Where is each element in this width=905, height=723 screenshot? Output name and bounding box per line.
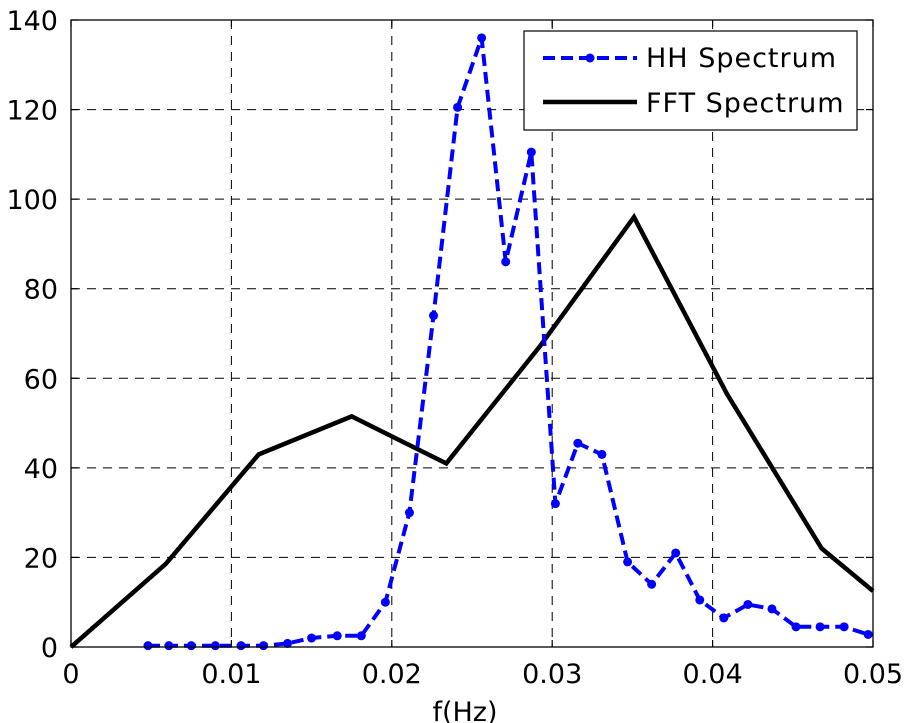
data-point-marker: [236, 641, 246, 651]
legend-item-hh: HH Spectrum: [543, 43, 837, 74]
data-point-marker: [501, 257, 511, 267]
y-tick-label: 80: [24, 275, 58, 306]
data-point-marker: [380, 597, 390, 607]
y-tick-label: 20: [24, 543, 58, 574]
data-point-marker: [839, 622, 849, 632]
data-point-marker: [356, 631, 366, 641]
x-tick-label: 0.05: [843, 659, 903, 690]
data-point-marker: [815, 622, 825, 632]
data-point-marker: [210, 641, 220, 651]
x-tick-label: 0.02: [362, 659, 422, 690]
data-point-marker: [767, 604, 777, 614]
y-tick-label: 120: [6, 96, 58, 127]
data-point-marker: [597, 449, 607, 459]
fft-spectrum-series: [69, 212, 875, 649]
axis-ticks: [70, 19, 874, 648]
legend-item-fft: FFT Spectrum: [543, 88, 845, 119]
plot-frame: [70, 19, 874, 648]
legend-label-fft: FFT Spectrum: [646, 88, 845, 119]
y-tick-label: 60: [24, 364, 58, 395]
y-tick-label: 100: [6, 185, 58, 216]
data-point-marker: [743, 599, 753, 609]
data-point-marker: [526, 147, 536, 157]
data-point-marker: [695, 595, 705, 605]
hh-spectrum-series: [143, 33, 873, 651]
data-point-marker: [307, 633, 317, 643]
data-point-marker: [573, 438, 583, 448]
x-axis-label: f(Hz): [432, 697, 497, 723]
y-tick-label: 140: [6, 6, 58, 37]
x-tick-label: 0.04: [683, 659, 743, 690]
data-point-marker: [453, 102, 463, 112]
legend-label-hh: HH Spectrum: [646, 43, 837, 74]
data-point-marker: [164, 641, 174, 651]
x-axis-tick-labels: 0 0.01 0.02 0.03 0.04 0.05: [62, 659, 903, 690]
data-point-marker: [143, 641, 153, 651]
data-point-marker: [332, 631, 342, 641]
data-point-marker: [404, 508, 414, 518]
data-point-marker: [550, 499, 560, 509]
y-tick-label: 0: [41, 633, 58, 664]
data-point-marker: [477, 33, 487, 43]
legend: HH Spectrum FFT Spectrum: [523, 30, 858, 131]
x-tick-label: 0.03: [522, 659, 582, 690]
data-point-marker: [429, 311, 439, 321]
y-axis-tick-labels: 0 20 40 60 80 100 120 140: [6, 6, 58, 664]
data-point-marker: [623, 557, 633, 567]
legend-hh-marker-icon: [585, 53, 595, 63]
data-point-marker: [258, 641, 268, 651]
x-tick-label: 0.01: [201, 659, 261, 690]
series-line: [69, 212, 875, 649]
data-point-marker: [283, 638, 293, 648]
data-point-marker: [186, 641, 196, 651]
data-point-marker: [863, 629, 873, 639]
legend-box: [523, 30, 858, 131]
data-point-marker: [719, 613, 729, 623]
data-point-marker: [647, 579, 657, 589]
data-point-marker: [671, 548, 681, 558]
data-point-marker: [791, 622, 801, 632]
y-tick-label: 40: [24, 454, 58, 485]
x-tick-label: 0: [62, 659, 79, 690]
